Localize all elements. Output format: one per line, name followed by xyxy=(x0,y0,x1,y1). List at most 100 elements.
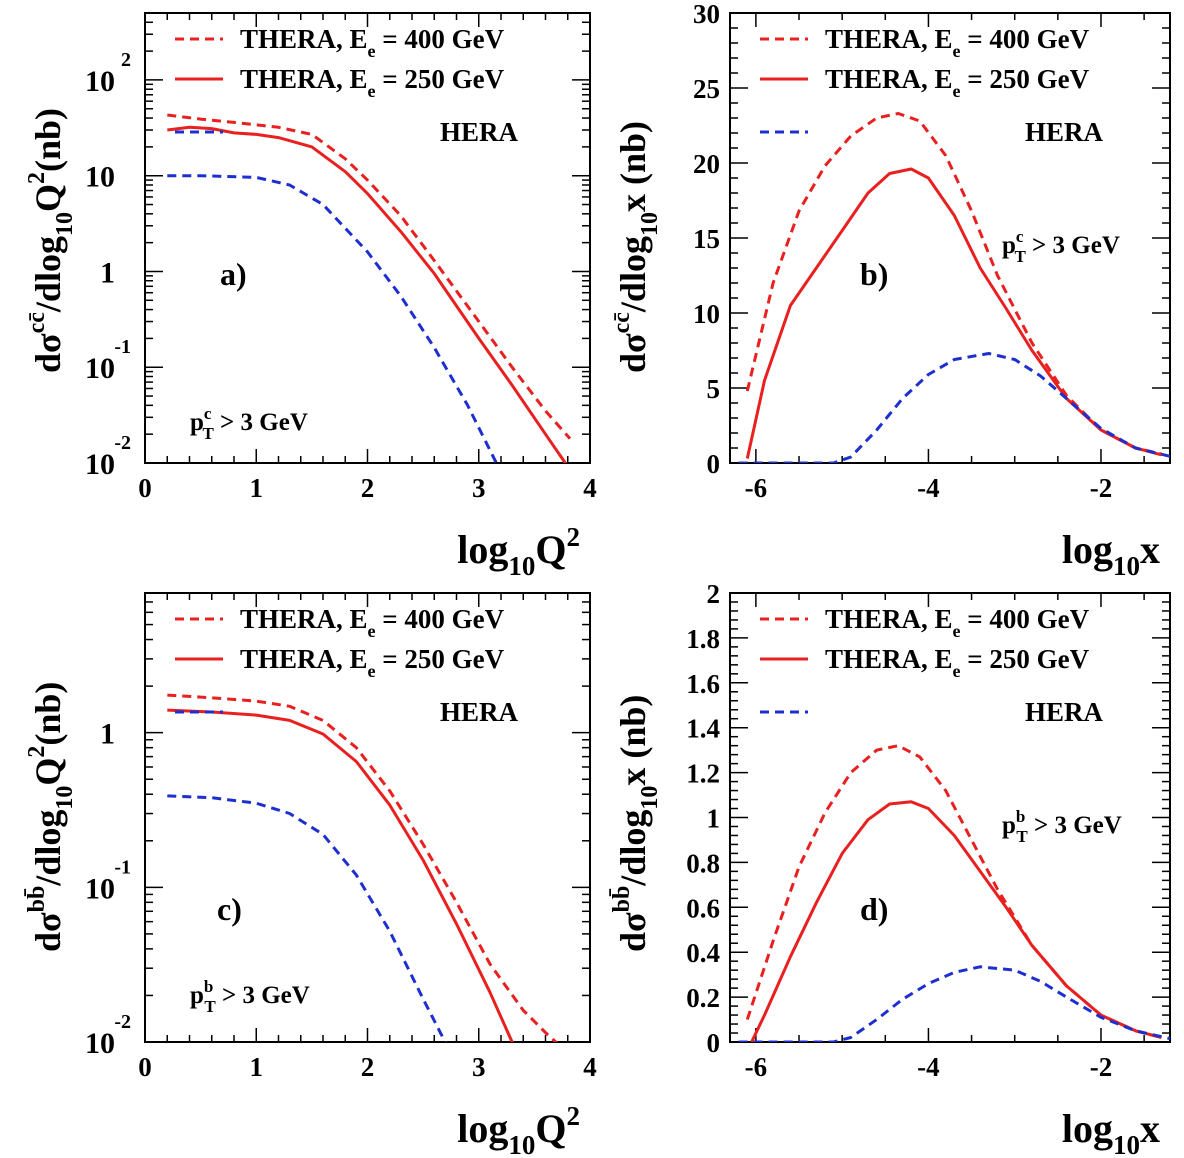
y-tick-label: 0 xyxy=(707,449,721,479)
panel-label: b) xyxy=(860,256,888,292)
y-tick-label: 10 xyxy=(85,65,115,98)
y-tick-exponent: 2 xyxy=(121,49,131,71)
x-tick-label: -4 xyxy=(917,1052,940,1082)
series-line-thera-400 xyxy=(167,113,572,440)
series-group xyxy=(167,113,572,463)
panel-label: a) xyxy=(220,256,247,292)
y-axis-title: dσbb̄/dlog10Q2(nb) xyxy=(24,682,78,952)
y-tick-exponent: -1 xyxy=(114,336,131,358)
y-tick-label: 1 xyxy=(100,718,115,751)
series-line-hera xyxy=(167,174,499,463)
series-line-thera-400 xyxy=(745,112,1162,456)
series-line-thera-250 xyxy=(745,167,1162,459)
legend-label: HERA xyxy=(1025,697,1104,727)
series-line-thera-250 xyxy=(167,125,568,463)
y-tick-label: 0.2 xyxy=(686,983,720,1013)
y-tick-label: 1.4 xyxy=(686,714,720,744)
y-tick-label: 10 xyxy=(85,352,115,385)
cut-label: pb T > 3 GeV xyxy=(190,977,310,1016)
cut-label: pb T > 3 GeV xyxy=(1002,807,1122,846)
x-axis-title: log10x xyxy=(1062,527,1160,581)
legend-label: HERA xyxy=(440,117,519,147)
x-tick-label: 4 xyxy=(583,1052,597,1082)
panel-label: d) xyxy=(860,891,888,927)
x-tick-label: -2 xyxy=(1090,473,1113,503)
y-tick-label: 1.6 xyxy=(686,669,720,699)
series-group xyxy=(738,112,1170,463)
x-tick-label: 2 xyxy=(361,473,375,503)
y-tick-label: 1.2 xyxy=(686,759,720,789)
x-tick-label: -6 xyxy=(745,473,768,503)
series-line-hera xyxy=(738,352,1170,463)
series-line-thera-400 xyxy=(167,693,559,1042)
panel-b: -6 -4 -2 0 5 10 15 20 25 30 THERA, Ee = 400 GeVTHE… xyxy=(609,0,1171,581)
y-tick-label: 10 xyxy=(85,161,115,194)
series-line-thera-250 xyxy=(750,800,1162,1042)
x-axis-title: log10Q2 xyxy=(457,1101,580,1158)
panel-d: -6 -4 -2 0 0.2 0.4 0.6 0.8 1 1.2 1.4 1.6 1.8 2 THERA, … xyxy=(609,579,1171,1158)
y-tick-exponent: -2 xyxy=(114,432,131,454)
y-tick-label: 30 xyxy=(693,0,720,29)
x-axis-title: log10Q2 xyxy=(457,522,580,581)
y-tick-label: 20 xyxy=(693,149,720,179)
y-tick-label: 1 xyxy=(707,804,721,834)
series-line-thera-400 xyxy=(745,744,1162,1039)
legend-label: THERA, Ee = 400 GeV xyxy=(240,604,505,641)
legend-label: THERA, Ee = 250 GeV xyxy=(825,644,1090,681)
x-tick-label: 0 xyxy=(138,1052,152,1082)
y-tick-label: 15 xyxy=(693,224,720,254)
x-tick-label: -6 xyxy=(745,1052,768,1082)
y-tick-label: 1.8 xyxy=(686,624,720,654)
series-line-thera-250 xyxy=(167,708,514,1042)
y-tick-label: 10 xyxy=(85,448,115,481)
y-tick-label: 0.4 xyxy=(686,938,720,968)
panel-label: c) xyxy=(217,891,242,927)
y-tick-label: 25 xyxy=(693,74,720,104)
y-tick-label: 10 xyxy=(85,1027,115,1060)
series-group xyxy=(167,693,559,1042)
x-tick-label: -2 xyxy=(1090,1052,1113,1082)
y-tick-exponent: -1 xyxy=(114,856,131,878)
legend-label: HERA xyxy=(440,697,519,727)
cut-label: pc T > 3 GeV xyxy=(1002,227,1120,266)
legend-label: THERA, Ee = 400 GeV xyxy=(240,24,505,61)
y-axis-title: dσbb̄/dlog10x (nb) xyxy=(609,695,663,952)
x-tick-label: 0 xyxy=(138,473,152,503)
x-tick-label: 1 xyxy=(250,473,264,503)
x-tick-label: 4 xyxy=(583,473,597,503)
legend-label: THERA, Ee = 250 GeV xyxy=(240,64,505,101)
x-tick-label: 3 xyxy=(472,473,486,503)
y-tick-label: 2 xyxy=(707,579,721,609)
y-tick-exponent: -2 xyxy=(114,1011,131,1033)
y-tick-label: 10 xyxy=(693,299,720,329)
x-tick-label: 1 xyxy=(250,1052,264,1082)
x-tick-label: 2 xyxy=(361,1052,375,1082)
x-tick-label: 3 xyxy=(472,1052,486,1082)
series-line-hera xyxy=(738,965,1170,1042)
cut-label: pc T > 3 GeV xyxy=(190,404,308,443)
y-tick-label: 1 xyxy=(100,256,115,289)
y-tick-label: 0.8 xyxy=(686,848,720,878)
y-axis-title: dσcc̄/dlog10Q2(nb) xyxy=(24,108,78,373)
x-axis-title: log10x xyxy=(1062,1106,1160,1158)
series-group xyxy=(738,744,1170,1042)
y-tick-label: 0.6 xyxy=(686,893,720,923)
y-tick-label: 5 xyxy=(707,374,721,404)
legend-label: HERA xyxy=(1025,117,1104,147)
legend-label: THERA, Ee = 400 GeV xyxy=(825,604,1090,641)
y-axis-title: dσcc̄/dlog10x (nb) xyxy=(609,121,663,373)
legend-label: THERA, Ee = 250 GeV xyxy=(240,644,505,681)
series-line-hera xyxy=(167,794,447,1042)
x-tick-label: -4 xyxy=(917,473,940,503)
legend-label: THERA, Ee = 400 GeV xyxy=(825,24,1090,61)
y-tick-label: 10 xyxy=(85,872,115,905)
legend-label: THERA, Ee = 250 GeV xyxy=(825,64,1090,101)
y-tick-label: 0 xyxy=(707,1028,721,1058)
